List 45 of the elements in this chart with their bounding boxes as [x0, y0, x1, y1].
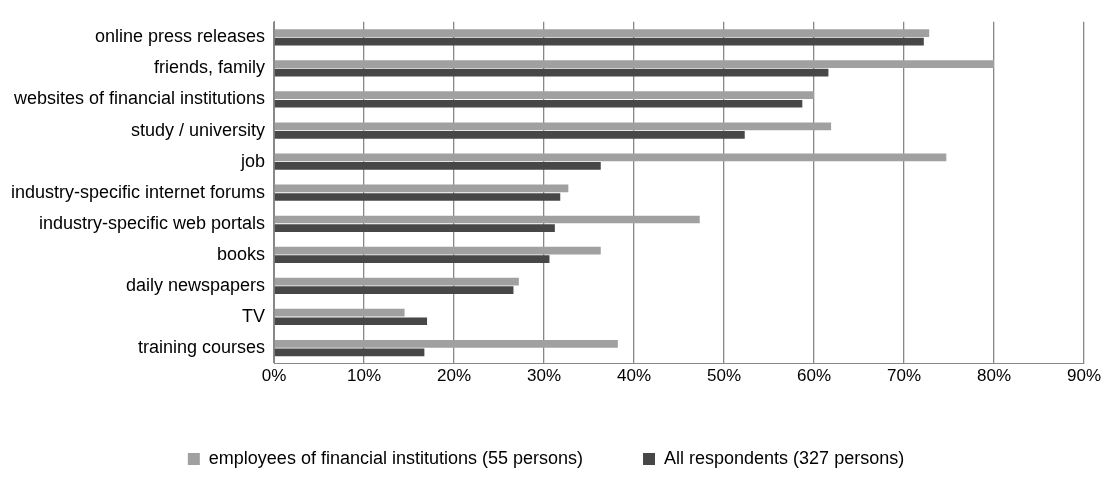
x-tick-label: 0% — [261, 366, 287, 386]
y-tick-label: job — [240, 150, 266, 171]
bar — [274, 153, 947, 162]
bar — [274, 348, 425, 357]
y-tick-label: daily newspapers — [126, 274, 266, 295]
y-tick-label: websites of financial institutions — [12, 88, 266, 109]
bar — [274, 286, 514, 295]
bar — [274, 277, 519, 286]
y-tick-label: books — [217, 243, 266, 264]
bar — [274, 162, 601, 170]
y-tick-label: industry-specific web portals — [39, 212, 266, 233]
x-tick-label: 70% — [887, 366, 922, 386]
legend-label: employees of financial institutions (55 persons) — [208, 447, 584, 468]
bar — [274, 184, 569, 193]
y-tick-label: industry-specific internet forums — [11, 181, 266, 202]
bar — [274, 308, 405, 317]
bar — [274, 37, 924, 46]
bar — [274, 193, 561, 201]
bar — [274, 215, 700, 224]
bar — [274, 29, 930, 37]
x-tick-label: 60% — [797, 366, 832, 386]
y-tick-label: friends, family — [154, 57, 266, 78]
x-tick-label: 90% — [1066, 366, 1101, 386]
y-tick-label: study / university — [131, 119, 266, 140]
bar — [274, 317, 428, 326]
bar — [274, 130, 745, 139]
bar — [274, 68, 829, 77]
bar — [274, 246, 601, 255]
y-tick-label: training courses — [138, 337, 266, 358]
x-tick-label: 10% — [347, 366, 382, 386]
x-tick-label: 50% — [707, 366, 742, 386]
bar — [274, 99, 803, 108]
x-tick-label: 40% — [617, 366, 652, 386]
x-tick-label: 20% — [437, 366, 472, 386]
y-tick-label: online press releases — [94, 26, 266, 47]
legend-label: All respondents (327 persons) — [664, 447, 905, 468]
bar — [274, 91, 815, 100]
bar — [274, 224, 555, 232]
x-tick-label: 80% — [976, 366, 1012, 386]
bar — [274, 255, 550, 263]
x-tick-label: 30% — [527, 366, 562, 386]
bar — [274, 339, 618, 348]
y-tick-label: TV — [242, 305, 266, 326]
bar — [274, 122, 832, 131]
bar — [274, 60, 994, 68]
